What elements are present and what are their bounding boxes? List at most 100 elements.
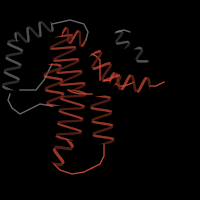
Polygon shape bbox=[11, 77, 19, 78]
Polygon shape bbox=[76, 30, 78, 36]
Polygon shape bbox=[7, 54, 16, 55]
Polygon shape bbox=[90, 108, 97, 109]
Polygon shape bbox=[67, 128, 80, 130]
Polygon shape bbox=[108, 141, 114, 142]
Polygon shape bbox=[80, 42, 81, 47]
Polygon shape bbox=[67, 58, 78, 61]
Polygon shape bbox=[27, 39, 29, 42]
Polygon shape bbox=[71, 61, 80, 63]
Polygon shape bbox=[104, 97, 111, 98]
Polygon shape bbox=[52, 47, 64, 50]
Polygon shape bbox=[59, 163, 63, 165]
Polygon shape bbox=[107, 125, 113, 126]
Polygon shape bbox=[31, 27, 34, 34]
Polygon shape bbox=[54, 147, 57, 149]
Polygon shape bbox=[54, 148, 56, 149]
Polygon shape bbox=[45, 89, 48, 90]
Polygon shape bbox=[50, 47, 53, 48]
Polygon shape bbox=[50, 64, 60, 65]
Polygon shape bbox=[7, 41, 14, 42]
Polygon shape bbox=[94, 136, 104, 137]
Polygon shape bbox=[145, 61, 149, 63]
Polygon shape bbox=[136, 90, 137, 92]
Polygon shape bbox=[72, 90, 84, 92]
Polygon shape bbox=[126, 44, 130, 47]
Polygon shape bbox=[62, 77, 76, 81]
Polygon shape bbox=[83, 94, 86, 95]
Polygon shape bbox=[117, 30, 122, 33]
Polygon shape bbox=[102, 79, 104, 81]
Polygon shape bbox=[72, 132, 82, 134]
Polygon shape bbox=[130, 75, 131, 78]
Polygon shape bbox=[109, 75, 117, 80]
Polygon shape bbox=[51, 78, 61, 79]
Polygon shape bbox=[47, 85, 57, 87]
Polygon shape bbox=[47, 103, 49, 104]
Polygon shape bbox=[127, 41, 129, 43]
Polygon shape bbox=[98, 123, 109, 124]
Polygon shape bbox=[61, 108, 73, 110]
Polygon shape bbox=[12, 53, 21, 54]
Polygon shape bbox=[66, 147, 72, 150]
Polygon shape bbox=[119, 84, 120, 90]
Polygon shape bbox=[91, 121, 96, 122]
Polygon shape bbox=[104, 114, 112, 115]
Polygon shape bbox=[51, 30, 52, 32]
Polygon shape bbox=[66, 82, 80, 86]
Polygon shape bbox=[132, 75, 133, 80]
Polygon shape bbox=[95, 65, 102, 70]
Polygon shape bbox=[53, 59, 57, 60]
Polygon shape bbox=[101, 100, 110, 101]
Polygon shape bbox=[93, 135, 100, 136]
Polygon shape bbox=[65, 147, 71, 150]
Polygon shape bbox=[61, 80, 63, 81]
Polygon shape bbox=[119, 41, 125, 44]
Polygon shape bbox=[53, 60, 58, 61]
Polygon shape bbox=[27, 35, 29, 42]
Polygon shape bbox=[79, 38, 81, 45]
Polygon shape bbox=[116, 73, 117, 79]
Polygon shape bbox=[58, 34, 70, 37]
Polygon shape bbox=[6, 57, 8, 58]
Polygon shape bbox=[77, 30, 78, 34]
Polygon shape bbox=[56, 72, 60, 73]
Polygon shape bbox=[101, 62, 108, 68]
Polygon shape bbox=[115, 37, 121, 41]
Polygon shape bbox=[56, 155, 63, 160]
Polygon shape bbox=[79, 106, 85, 107]
Polygon shape bbox=[91, 107, 94, 108]
Polygon shape bbox=[52, 64, 61, 65]
Polygon shape bbox=[29, 26, 31, 30]
Polygon shape bbox=[53, 68, 61, 70]
Polygon shape bbox=[95, 50, 100, 54]
Polygon shape bbox=[117, 35, 122, 39]
Polygon shape bbox=[58, 138, 70, 140]
Polygon shape bbox=[96, 130, 107, 131]
Polygon shape bbox=[46, 101, 53, 102]
Polygon shape bbox=[58, 71, 69, 74]
Polygon shape bbox=[93, 67, 96, 69]
Polygon shape bbox=[136, 47, 141, 49]
Polygon shape bbox=[141, 60, 147, 63]
Polygon shape bbox=[67, 29, 69, 36]
Polygon shape bbox=[4, 73, 11, 74]
Polygon shape bbox=[116, 72, 117, 78]
Polygon shape bbox=[77, 95, 86, 96]
Polygon shape bbox=[56, 134, 67, 135]
Polygon shape bbox=[78, 95, 86, 96]
Polygon shape bbox=[67, 28, 69, 35]
Polygon shape bbox=[63, 146, 71, 150]
Polygon shape bbox=[115, 39, 120, 42]
Polygon shape bbox=[63, 28, 65, 35]
Polygon shape bbox=[137, 89, 138, 92]
Polygon shape bbox=[107, 63, 111, 65]
Polygon shape bbox=[67, 102, 81, 104]
Polygon shape bbox=[135, 85, 136, 92]
Polygon shape bbox=[136, 54, 142, 57]
Polygon shape bbox=[74, 82, 85, 85]
Polygon shape bbox=[18, 32, 21, 38]
Polygon shape bbox=[104, 138, 114, 139]
Polygon shape bbox=[7, 75, 17, 77]
Polygon shape bbox=[73, 86, 85, 89]
Polygon shape bbox=[42, 21, 44, 27]
